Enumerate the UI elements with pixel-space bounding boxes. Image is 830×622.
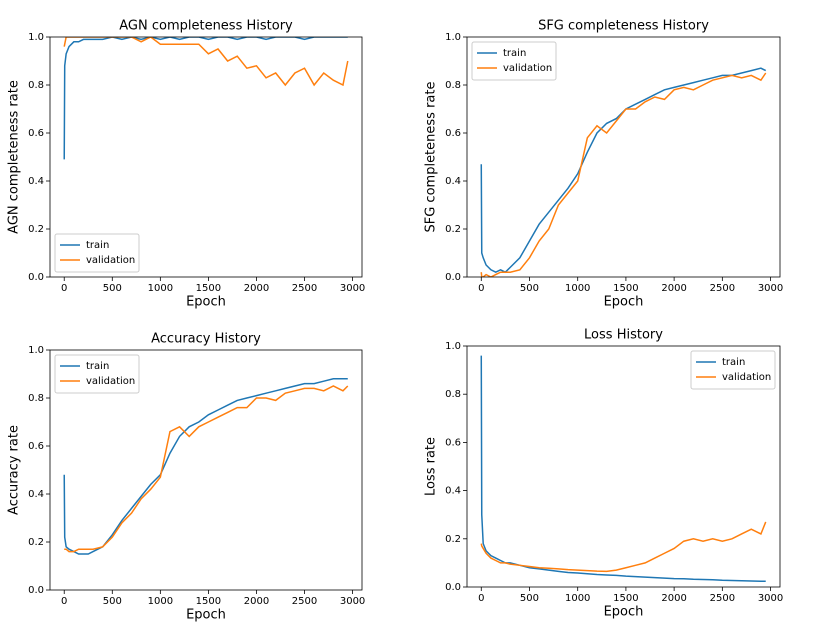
y-tick-label: 0.0 (28, 585, 44, 596)
subplot-title: Accuracy History (151, 332, 261, 347)
x-tick-label: 0 (61, 283, 67, 294)
y-tick-label: 0.8 (28, 393, 44, 404)
x-tick-label: 2500 (292, 596, 317, 607)
legend-frame (54, 354, 140, 394)
series-line (63, 37, 349, 87)
subplot-title: Loss History (584, 328, 663, 343)
y-tick-label: 0.2 (445, 534, 461, 545)
subplot: AGN completeness History Epoch AGN complet… (7, 19, 366, 310)
x-tick-label: 3000 (340, 283, 365, 294)
x-tick-label: 2000 (661, 283, 686, 294)
y-tick-label: 0.6 (28, 441, 44, 452)
y-axis-label: SFG completeness rate (424, 82, 439, 233)
y-axis-label: AGN completeness rate (7, 80, 22, 234)
y-tick-label: 0.2 (445, 224, 461, 235)
x-axis-label: Epoch (186, 608, 226, 622)
x-tick-label: 0 (478, 593, 484, 604)
y-tick-label: 1.0 (28, 345, 44, 356)
y-axis-label: Loss rate (424, 437, 439, 496)
x-tick-label: 1500 (613, 593, 638, 604)
x-tick-label: 500 (103, 283, 122, 294)
y-axis-label: Accuracy rate (7, 425, 22, 515)
x-tick-label: 2000 (244, 596, 269, 607)
x-tick-label: 2500 (710, 283, 735, 294)
x-tick-label: 1500 (196, 596, 221, 607)
axes-frame (466, 36, 781, 278)
x-tick-label: 1000 (148, 283, 173, 294)
x-tick-label: 500 (520, 283, 539, 294)
series-line (63, 37, 348, 160)
y-tick-label: 0.8 (28, 80, 44, 91)
x-tick-label: 1000 (565, 283, 590, 294)
x-tick-label: 3000 (758, 283, 783, 294)
y-tick-label: 0.8 (445, 389, 461, 400)
x-tick-label: 1500 (613, 283, 638, 294)
x-tick-label: 0 (478, 283, 484, 294)
legend-frame (690, 350, 776, 390)
subplot-title: AGN completeness History (119, 19, 293, 34)
subplot: Loss History Epoch Loss rate 0 500 1000 1500 20… (424, 328, 784, 620)
y-tick-label: 0.4 (445, 176, 461, 187)
y-tick-label: 0.8 (445, 80, 461, 91)
legend-label: validation (86, 255, 135, 266)
subplot: SFG completeness History Epoch SFG complet… (424, 19, 784, 310)
legend: train validation (54, 233, 140, 273)
legend-label: validation (503, 63, 552, 74)
y-tick-label: 0.4 (445, 486, 461, 497)
y-tick-label: 1.0 (445, 341, 461, 352)
y-tick-label: 0.2 (28, 224, 44, 235)
x-tick-label: 2000 (661, 593, 686, 604)
x-axis-label: Epoch (186, 295, 226, 310)
series-line (64, 385, 349, 553)
series-line (480, 355, 766, 582)
series-line (480, 521, 767, 573)
y-tick-label: 0.0 (445, 272, 461, 283)
series-line (63, 378, 348, 555)
legend: train validation (471, 41, 557, 81)
x-tick-label: 1000 (565, 593, 590, 604)
x-tick-label: 0 (61, 596, 67, 607)
x-tick-label: 500 (103, 596, 122, 607)
y-tick-label: 0.2 (28, 537, 44, 548)
y-tick-label: 1.0 (28, 32, 44, 43)
legend-label: train (503, 48, 526, 59)
legend-frame (54, 233, 140, 273)
legend-label: train (86, 361, 109, 372)
subplot-title: SFG completeness History (538, 19, 709, 34)
legend: train validation (54, 354, 140, 394)
x-axis-label: Epoch (604, 605, 644, 620)
x-tick-label: 3000 (340, 596, 365, 607)
legend: train validation (690, 350, 776, 390)
y-tick-label: 0.0 (445, 582, 461, 593)
series-line (480, 67, 767, 274)
x-tick-label: 1500 (196, 283, 221, 294)
y-tick-label: 0.6 (28, 128, 44, 139)
legend-frame (471, 41, 557, 81)
axes-frame (49, 349, 363, 591)
x-tick-label: 2000 (244, 283, 269, 294)
series-line (480, 72, 767, 277)
legend-label: validation (86, 376, 135, 387)
x-tick-label: 2500 (710, 593, 735, 604)
x-tick-label: 1000 (148, 596, 173, 607)
legend-label: train (722, 357, 745, 368)
x-tick-label: 2500 (292, 283, 317, 294)
y-tick-label: 0.6 (445, 128, 461, 139)
legend-label: train (86, 240, 109, 251)
legend-label: validation (722, 372, 771, 383)
axes-frame (49, 36, 363, 278)
y-tick-label: 0.4 (28, 176, 44, 187)
y-tick-label: 0.4 (28, 489, 44, 500)
y-tick-label: 0.0 (28, 272, 44, 283)
axes-frame (466, 345, 781, 588)
x-tick-label: 3000 (758, 593, 783, 604)
x-tick-label: 500 (520, 593, 539, 604)
subplot: Accuracy History Epoch Accuracy rate 0 500 10… (7, 332, 366, 622)
x-axis-label: Epoch (604, 295, 644, 310)
y-tick-label: 1.0 (445, 32, 461, 43)
y-tick-label: 0.6 (445, 437, 461, 448)
